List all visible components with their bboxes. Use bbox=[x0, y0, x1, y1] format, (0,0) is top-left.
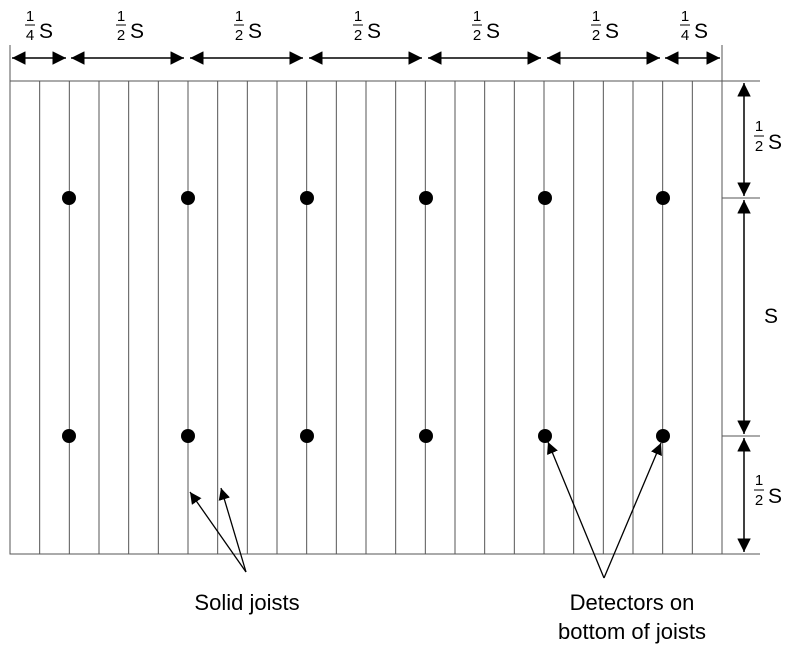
joist-lines bbox=[39, 81, 693, 554]
detector-dots bbox=[62, 191, 670, 443]
dim-unit: S bbox=[248, 20, 262, 43]
dim-denominator: 2 bbox=[354, 27, 362, 44]
callout-arrows bbox=[189, 441, 662, 579]
dim-denominator: 2 bbox=[755, 138, 763, 155]
top-dim-label-7: 1 4 S bbox=[680, 8, 708, 44]
detector-dot bbox=[419, 429, 433, 443]
dim-denominator: 2 bbox=[117, 27, 125, 44]
dim-unit: S bbox=[39, 20, 53, 43]
dim-numerator: 1 bbox=[755, 472, 763, 489]
solid-joists-label: Solid joists bbox=[194, 590, 299, 615]
dim-denominator: 2 bbox=[473, 27, 481, 44]
detector-dot bbox=[538, 429, 552, 443]
top-dim-label-1: 1 4 S bbox=[25, 8, 53, 44]
detectors-label-line2: bottom of joists bbox=[558, 619, 706, 644]
detector-dot bbox=[62, 429, 76, 443]
dim-unit: S bbox=[367, 20, 381, 43]
detector-dot bbox=[538, 191, 552, 205]
detector-dot bbox=[181, 191, 195, 205]
dim-denominator: 2 bbox=[755, 492, 763, 509]
dim-denominator: 4 bbox=[26, 27, 34, 44]
detector-callout-arrow bbox=[603, 442, 662, 579]
detector-dot bbox=[656, 191, 670, 205]
joist-callout-arrow bbox=[189, 491, 247, 573]
detector-dot bbox=[300, 429, 314, 443]
dim-numerator: 1 bbox=[117, 8, 125, 25]
detector-dot bbox=[419, 191, 433, 205]
joist-callout-arrow bbox=[218, 487, 247, 573]
top-dim-label-5: 1 2 S bbox=[472, 8, 500, 44]
dim-denominator: 2 bbox=[235, 27, 243, 44]
detector-dot bbox=[656, 429, 670, 443]
dim-numerator: 1 bbox=[26, 8, 34, 25]
dim-denominator: 2 bbox=[592, 27, 600, 44]
top-extension-lines bbox=[9, 45, 723, 81]
top-dim-label-4: 1 2 S bbox=[353, 8, 381, 44]
dim-numerator: 1 bbox=[755, 118, 763, 135]
top-dim-label-3: 1 2 S bbox=[234, 8, 262, 44]
dim-numerator: 1 bbox=[681, 8, 689, 25]
top-dim-label-2: 1 2 S bbox=[116, 8, 144, 44]
dim-numerator: 1 bbox=[235, 8, 243, 25]
detector-callout-arrow bbox=[547, 441, 605, 579]
dim-numerator: 1 bbox=[473, 8, 481, 25]
right-dim-label-middle: S bbox=[764, 305, 778, 328]
detector-dot bbox=[181, 429, 195, 443]
dim-unit: S bbox=[768, 485, 782, 508]
top-dim-label-6: 1 2 S bbox=[591, 8, 619, 44]
dim-numerator: 1 bbox=[354, 8, 362, 25]
dim-unit: S bbox=[130, 20, 144, 43]
dim-numerator: 1 bbox=[592, 8, 600, 25]
detector-dot bbox=[62, 191, 76, 205]
dim-unit: S bbox=[764, 305, 778, 328]
detector-dot bbox=[300, 191, 314, 205]
detectors-label-line1: Detectors on bbox=[570, 590, 695, 615]
dim-unit: S bbox=[605, 20, 619, 43]
right-dim-label-top: 1 2 S bbox=[754, 118, 782, 155]
dim-unit: S bbox=[768, 131, 782, 154]
dim-unit: S bbox=[486, 20, 500, 43]
dim-denominator: 4 bbox=[681, 27, 689, 44]
dim-unit: S bbox=[694, 20, 708, 43]
right-dim-label-bottom: 1 2 S bbox=[754, 472, 782, 509]
